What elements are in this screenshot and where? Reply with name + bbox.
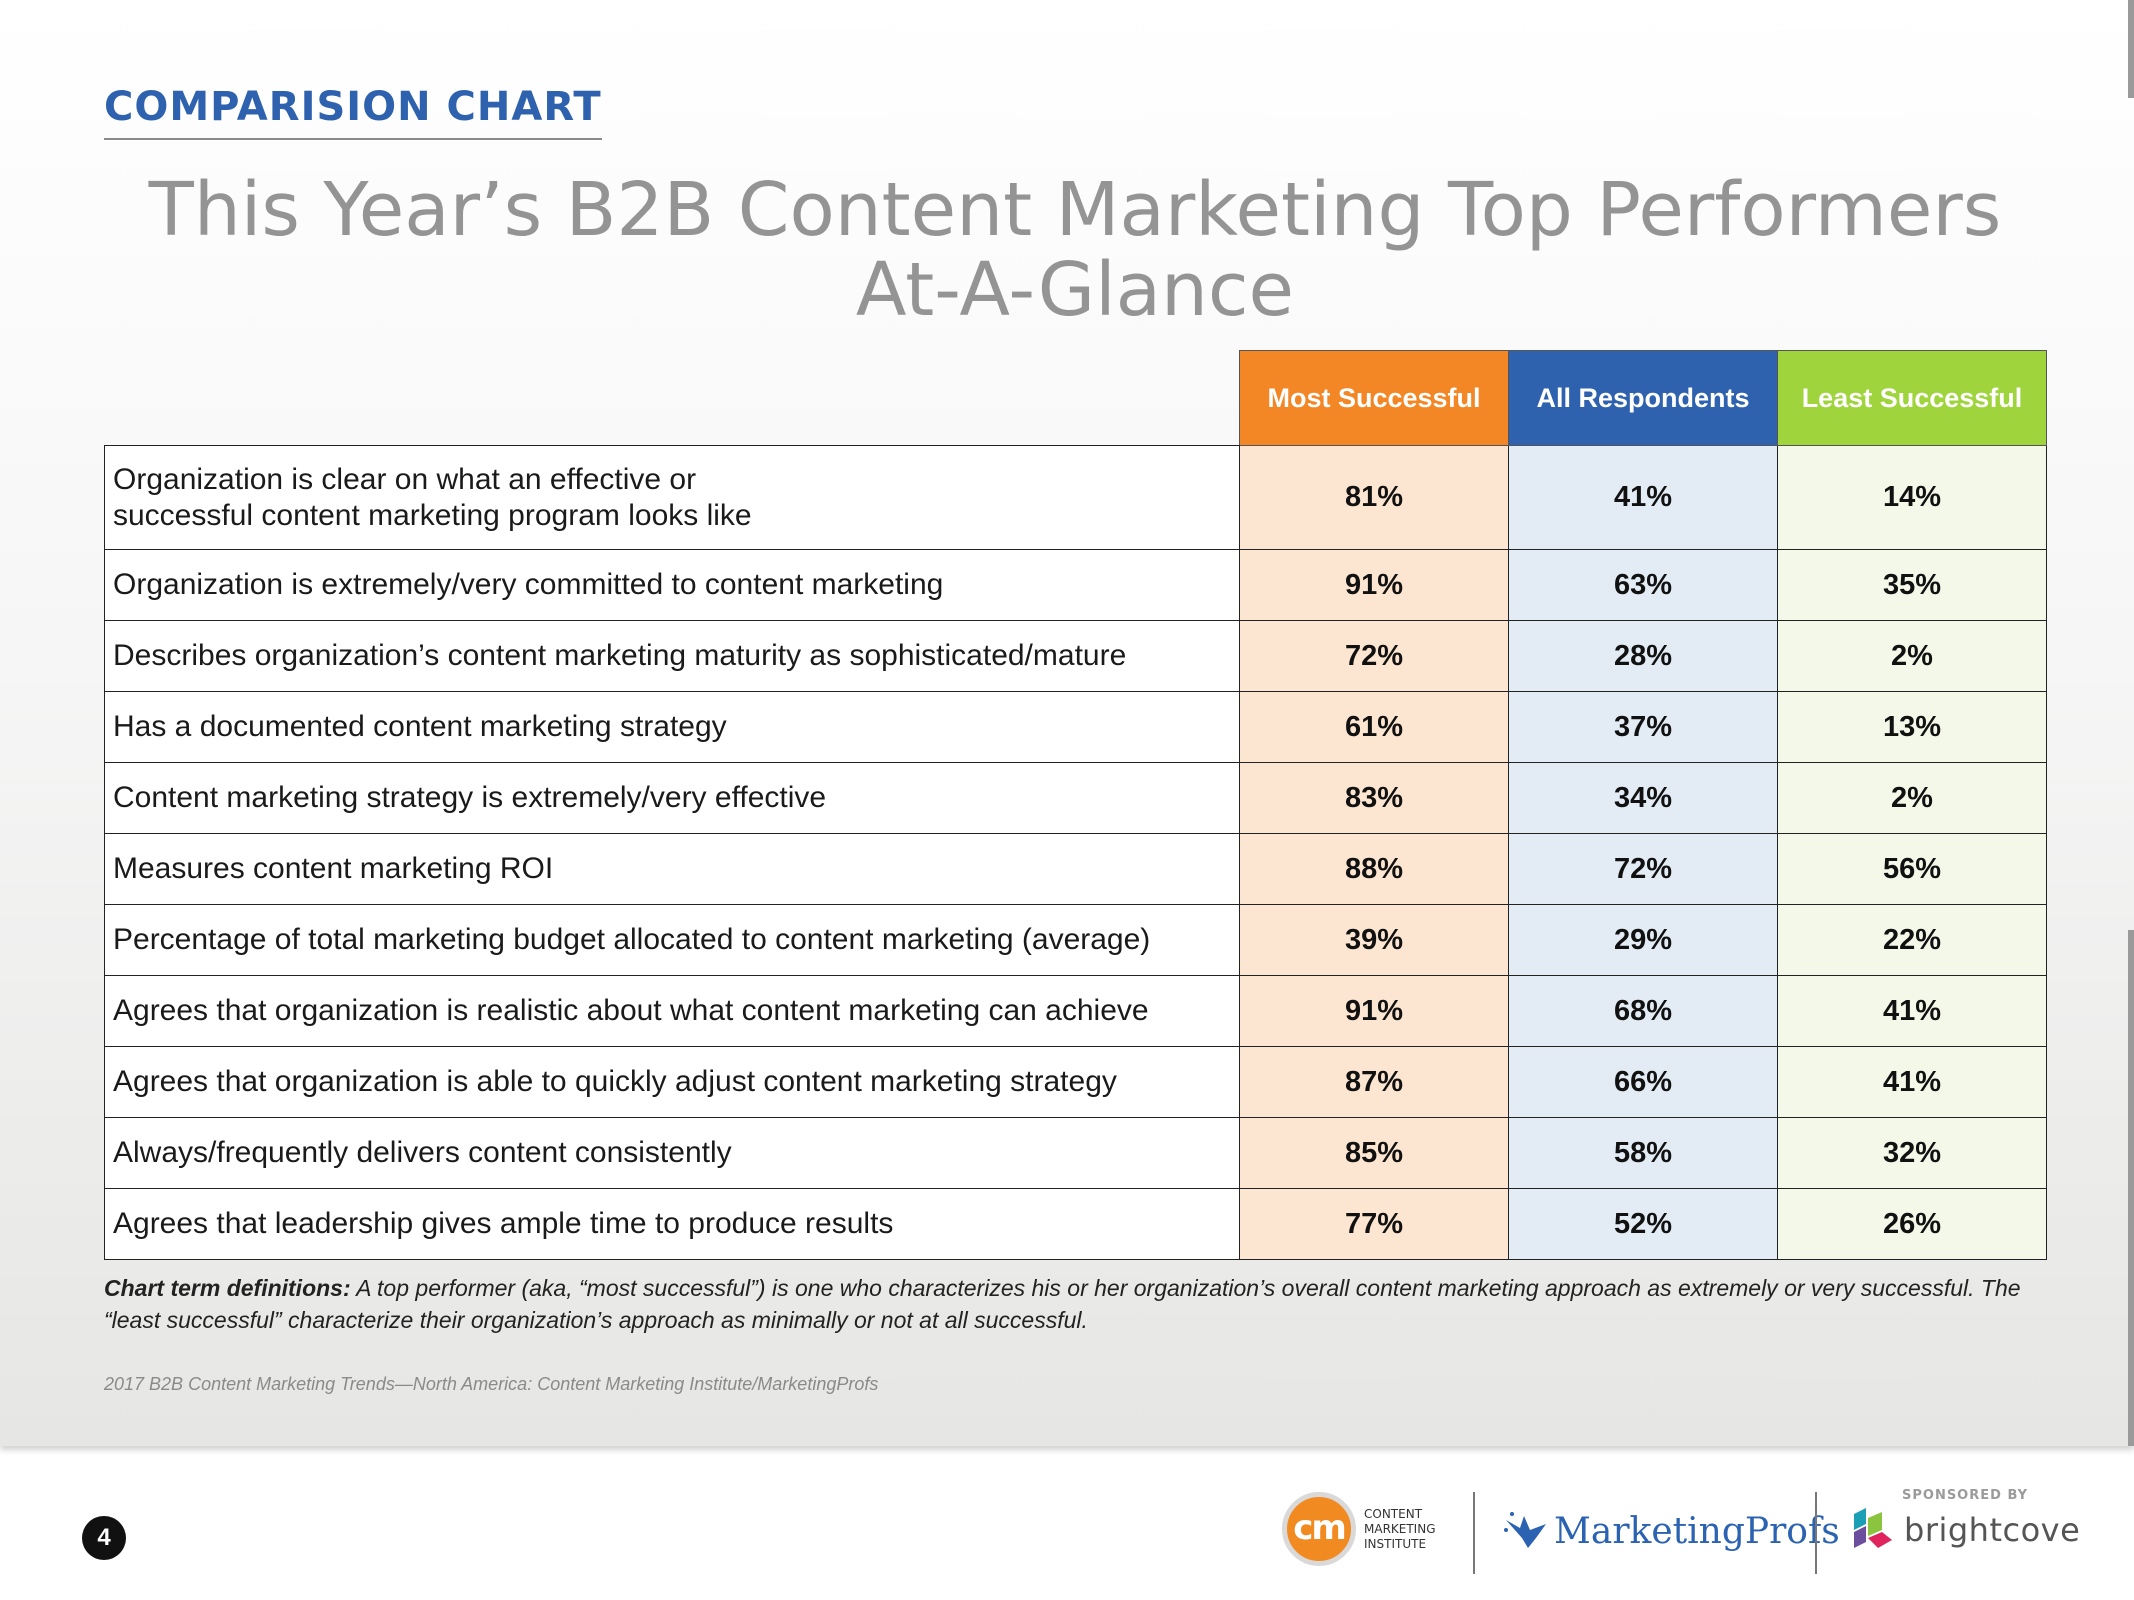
definitions-text: A top performer (aka, “most successful”)… <box>104 1275 2021 1333</box>
source-note: 2017 B2B Content Marketing Trends—North … <box>104 1374 879 1394</box>
value-cell-most-successful: 91% <box>1239 549 1509 621</box>
cmi-logo-mark: cm <box>1282 1492 1356 1566</box>
value-cell-most-successful: 85% <box>1239 1117 1509 1189</box>
table-row: Agrees that organization is realistic ab… <box>104 975 2047 1047</box>
cmi-logo-line-1: CONTENT <box>1364 1506 1423 1521</box>
page-title: This Year’s B2B Content Marketing Top Pe… <box>60 170 2090 330</box>
bird-icon <box>1504 1512 1546 1548</box>
page-edge-top <box>2128 0 2134 98</box>
column-header-least-successful: Least Successful <box>1777 350 2047 446</box>
table-row: Describes organization’s content marketi… <box>104 620 2047 692</box>
value-cell-most-successful: 88% <box>1239 833 1509 905</box>
brightcove-wordmark: brightcove <box>1904 1511 2081 1549</box>
value-cell-least-successful: 35% <box>1777 549 2047 621</box>
row-label: Content marketing strategy is extremely/… <box>104 762 1240 834</box>
row-label: Agrees that organization is realistic ab… <box>104 975 1240 1047</box>
row-label: Has a documented content marketing strat… <box>104 691 1240 763</box>
page-title-line-2: At-A-Glance <box>855 247 1295 333</box>
row-label: Always/frequently delivers content consi… <box>104 1117 1240 1189</box>
page-edge-bottom <box>2128 930 2134 1446</box>
marketingprofs-wordmark: MarketingProfs <box>1554 1510 1840 1552</box>
value-cell-all-respondents: 28% <box>1508 620 1778 692</box>
value-cell-least-successful: 56% <box>1777 833 2047 905</box>
page-title-line-1: This Year’s B2B Content Marketing Top Pe… <box>148 167 2002 253</box>
value-cell-most-successful: 81% <box>1239 445 1509 550</box>
table-row: Always/frequently delivers content consi… <box>104 1117 2047 1189</box>
sponsored-by-label: SPONSORED BY <box>1902 1488 2029 1503</box>
row-label: Describes organization’s content marketi… <box>104 620 1240 692</box>
value-cell-least-successful: 14% <box>1777 445 2047 550</box>
value-cell-least-successful: 22% <box>1777 904 2047 976</box>
cmi-logo-line-3: INSTITUTE <box>1364 1536 1427 1551</box>
cmi-logo: cm CONTENT MARKETING INSTITUTE <box>1282 1492 1436 1566</box>
comparison-table: Most Successful All Respondents Least Su… <box>104 350 2047 1260</box>
brightcove-logo: brightcove <box>1848 1504 2080 1556</box>
value-cell-least-successful: 41% <box>1777 1046 2047 1118</box>
table-row: Percentage of total marketing budget all… <box>104 904 2047 976</box>
column-header-all-respondents: All Respondents <box>1508 350 1778 446</box>
row-label: Measures content marketing ROI <box>104 833 1240 905</box>
value-cell-least-successful: 26% <box>1777 1188 2047 1260</box>
value-cell-most-successful: 61% <box>1239 691 1509 763</box>
value-cell-most-successful: 91% <box>1239 975 1509 1047</box>
value-cell-all-respondents: 29% <box>1508 904 1778 976</box>
row-label: Agrees that leadership gives ample time … <box>104 1188 1240 1260</box>
brightcove-mark-icon <box>1854 1508 1892 1548</box>
value-cell-least-successful: 41% <box>1777 975 2047 1047</box>
marketingprofs-logo: MarketingProfs <box>1502 1508 1840 1554</box>
value-cell-all-respondents: 41% <box>1508 445 1778 550</box>
value-cell-all-respondents: 52% <box>1508 1188 1778 1260</box>
value-cell-all-respondents: 66% <box>1508 1046 1778 1118</box>
value-cell-all-respondents: 58% <box>1508 1117 1778 1189</box>
logo-divider-2 <box>1815 1492 1817 1574</box>
value-cell-least-successful: 2% <box>1777 762 2047 834</box>
table-row: Measures content marketing ROI 88% 72% 56% <box>104 833 2047 905</box>
value-cell-most-successful: 83% <box>1239 762 1509 834</box>
value-cell-least-successful: 13% <box>1777 691 2047 763</box>
value-cell-all-respondents: 63% <box>1508 549 1778 621</box>
table-row: Has a documented content marketing strat… <box>104 691 2047 763</box>
table-header-row: Most Successful All Respondents Least Su… <box>104 350 2047 446</box>
column-header-most-successful: Most Successful <box>1239 350 1509 446</box>
row-label: Organization is extremely/very committed… <box>104 549 1240 621</box>
value-cell-most-successful: 72% <box>1239 620 1509 692</box>
table-row: Agrees that organization is able to quic… <box>104 1046 2047 1118</box>
page-number: 4 <box>82 1516 126 1560</box>
value-cell-all-respondents: 37% <box>1508 691 1778 763</box>
cmi-logo-line-2: MARKETING <box>1364 1521 1436 1536</box>
logo-divider-1 <box>1473 1492 1475 1574</box>
value-cell-most-successful: 39% <box>1239 904 1509 976</box>
value-cell-all-respondents: 34% <box>1508 762 1778 834</box>
definitions-label: Chart term definitions: <box>104 1275 351 1301</box>
chart-term-definitions: Chart term definitions: A top performer … <box>104 1272 2044 1336</box>
value-cell-all-respondents: 72% <box>1508 833 1778 905</box>
value-cell-most-successful: 77% <box>1239 1188 1509 1260</box>
table-row: Organization is extremely/very committed… <box>104 549 2047 621</box>
value-cell-least-successful: 32% <box>1777 1117 2047 1189</box>
row-label: Percentage of total marketing budget all… <box>104 904 1240 976</box>
value-cell-least-successful: 2% <box>1777 620 2047 692</box>
table-header-blank <box>104 350 1240 446</box>
value-cell-most-successful: 87% <box>1239 1046 1509 1118</box>
table-row: Organization is clear on what an effecti… <box>104 445 2047 550</box>
row-label: Agrees that organization is able to quic… <box>104 1046 1240 1118</box>
table-body: Organization is clear on what an effecti… <box>104 445 2047 1260</box>
table-row: Agrees that leadership gives ample time … <box>104 1188 2047 1260</box>
cmi-logo-text: CONTENT MARKETING INSTITUTE <box>1364 1507 1436 1552</box>
section-label: COMPARISION CHART <box>104 84 602 140</box>
row-label: Organization is clear on what an effecti… <box>104 445 1240 550</box>
table-row: Content marketing strategy is extremely/… <box>104 762 2047 834</box>
value-cell-all-respondents: 68% <box>1508 975 1778 1047</box>
